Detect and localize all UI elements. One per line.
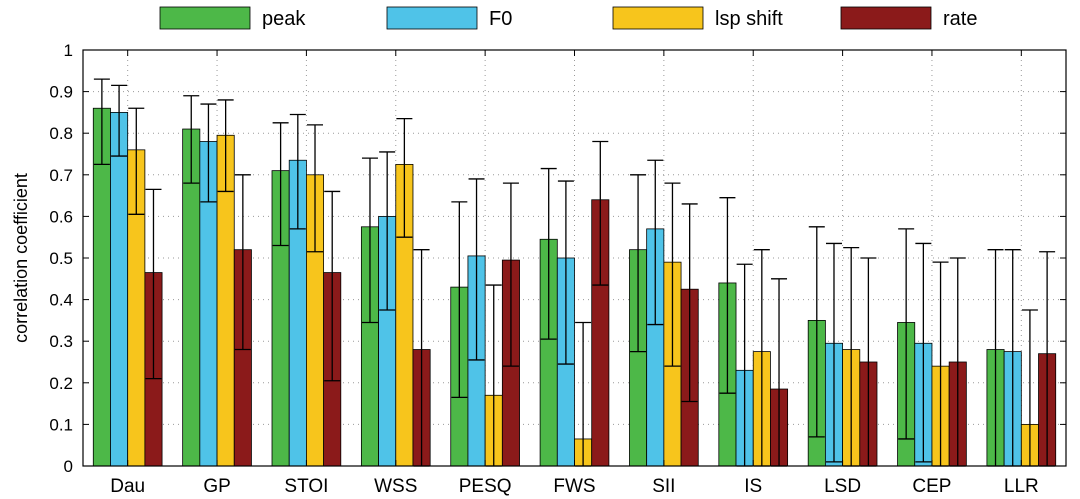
- error-bar-F0-FWS: [557, 180, 574, 365]
- legend-swatch: [612, 6, 704, 30]
- legend-label: rate: [943, 8, 977, 30]
- x-tick-label: IS: [744, 476, 762, 497]
- x-tick-label: WSS: [374, 476, 417, 497]
- error-bar-rate-GP: [234, 174, 251, 351]
- error-bar-peak-GP: [183, 95, 200, 184]
- bars: [92, 78, 1057, 467]
- error-bar-peak-LSD: [808, 226, 825, 438]
- error-bar-lsp-shift-WSS: [396, 117, 413, 238]
- plot-frame: [82, 49, 1067, 467]
- y-tick-label: 0.1: [49, 415, 73, 434]
- error-bar-peak-Dau: [93, 78, 110, 166]
- y-tick-label: 0.2: [49, 374, 73, 393]
- y-tick-label: 0.7: [49, 166, 73, 185]
- error-bar-rate-STOI: [324, 190, 341, 382]
- y-tick-label: 0.4: [49, 291, 73, 310]
- legend-swatch: [386, 6, 478, 30]
- axes: 0 0.1 0.2 0.3 0.4 0.5 0.6 0.7 0.8 0.9 1 Dau GP STOI WS…: [49, 41, 1067, 497]
- y-axis-label: correlation coefficient: [11, 173, 31, 343]
- y-tick-label: 0.6: [49, 207, 73, 226]
- error-bar-rate-Dau: [145, 188, 162, 380]
- error-bar-peak-STOI: [272, 122, 289, 247]
- error-bar-lsp-shift-SII: [664, 182, 681, 367]
- error-bar-F0-STOI: [289, 113, 306, 230]
- x-tick-label: SII: [652, 476, 675, 497]
- error-bar-F0-Dau: [111, 84, 128, 157]
- legend-swatch: [159, 6, 251, 30]
- error-bar-lsp-shift-STOI: [307, 124, 324, 253]
- y-tick-label: 0: [64, 457, 73, 476]
- legend-item-F0: F0: [386, 6, 512, 30]
- x-tick-label: GP: [203, 476, 230, 497]
- error-bar-peak-PESQ: [451, 201, 468, 399]
- x-tick-label: LLR: [1004, 476, 1039, 497]
- error-bar-lsp-shift-Dau: [128, 107, 145, 215]
- bar-F0-Dau: [110, 112, 129, 467]
- legend-item-peak: peak: [159, 6, 306, 30]
- legend-swatch: [840, 6, 932, 30]
- error-bar-peak-SII: [630, 174, 647, 353]
- error-bar-F0-CEP: [915, 242, 932, 463]
- legend-label: lsp shift: [715, 8, 783, 30]
- error-bar-rate-SII: [681, 203, 698, 403]
- x-tick-label: CEP: [912, 476, 951, 497]
- legend-item-lsp-shift: lsp shift: [612, 6, 783, 30]
- y-tick-label: 0.8: [49, 124, 73, 143]
- error-bar-peak-IS: [719, 197, 736, 394]
- y-tick-label: 0.3: [49, 332, 73, 351]
- error-bar-lsp-shift-GP: [217, 99, 234, 193]
- error-bar-F0-GP: [200, 103, 217, 203]
- legend-label: peak: [262, 8, 306, 30]
- error-bar-F0-PESQ: [468, 178, 485, 361]
- error-bar-F0-LSD: [825, 242, 842, 463]
- x-tick-label: STOI: [284, 476, 328, 497]
- x-tick-label: PESQ: [459, 476, 512, 497]
- y-tick-label: 1: [64, 41, 73, 60]
- legend-label: F0: [489, 8, 512, 30]
- error-bar-F0-WSS: [379, 151, 396, 311]
- error-bar-peak-WSS: [361, 157, 378, 324]
- error-bar-peak-CEP: [898, 228, 915, 440]
- legend: peak F0 lsp shift rate: [159, 6, 977, 30]
- legend-item-rate: rate: [840, 6, 977, 30]
- y-tick-label: 0.9: [49, 83, 73, 102]
- x-tick-label: Dau: [110, 476, 145, 497]
- y-tick-label: 0.5: [49, 249, 73, 268]
- error-bar-F0-SII: [647, 159, 664, 326]
- x-tick-label: LSD: [824, 476, 861, 497]
- error-bar-rate-FWS: [592, 140, 609, 286]
- error-bar-rate-PESQ: [502, 182, 519, 367]
- error-bar-peak-FWS: [540, 167, 557, 340]
- x-tick-label: FWS: [553, 476, 595, 497]
